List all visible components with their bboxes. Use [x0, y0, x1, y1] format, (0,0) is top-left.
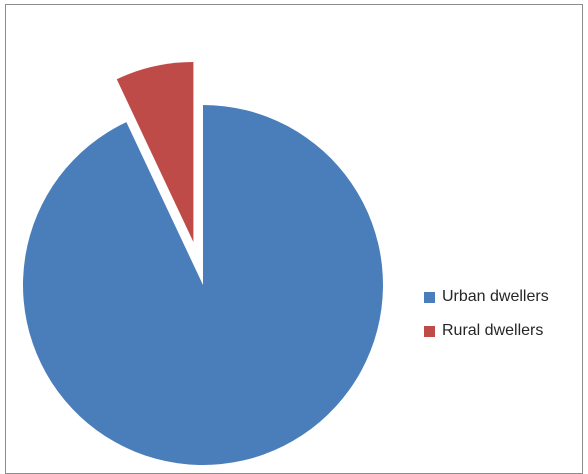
legend-item-rural-dwellers: Rural dwellers — [424, 321, 549, 341]
legend-item-urban-dwellers: Urban dwellers — [424, 287, 549, 307]
legend-label-urban-dwellers: Urban dwellers — [442, 288, 549, 305]
pie-slice-rural-dwellers — [116, 62, 194, 243]
pie-slices — [22, 62, 383, 465]
pie-slice-urban-dwellers — [22, 105, 383, 465]
legend: Urban dwellers Rural dwellers — [424, 287, 549, 355]
legend-label-rural-dwellers: Rural dwellers — [442, 322, 544, 339]
legend-swatch-urban-dwellers — [424, 291, 435, 303]
legend-swatch-rural-dwellers — [424, 325, 435, 337]
